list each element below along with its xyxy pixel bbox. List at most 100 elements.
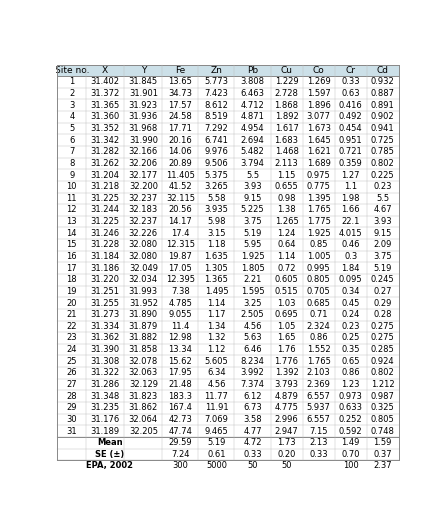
Text: SE (±): SE (±) [95,450,125,459]
Text: 0.225: 0.225 [371,170,395,179]
Text: 1.15: 1.15 [277,170,296,179]
Text: 10: 10 [66,182,77,191]
Text: 2.694: 2.694 [241,135,264,144]
Text: 5.605: 5.605 [205,357,228,366]
Text: 5.19: 5.19 [207,438,226,447]
Bar [57,379,399,390]
Bar [57,449,399,460]
Text: 2.369: 2.369 [307,380,331,389]
Text: 31: 31 [66,426,77,435]
Text: Pb: Pb [247,66,258,75]
Text: 6.12: 6.12 [243,392,262,401]
Bar [57,414,399,425]
Text: 100: 100 [343,461,359,470]
Text: 183.3: 183.3 [168,392,192,401]
Text: 29.59: 29.59 [169,438,192,447]
Text: 3.992: 3.992 [241,369,264,378]
Text: 13: 13 [66,217,77,226]
Text: 0.655: 0.655 [275,182,299,191]
Text: 50: 50 [247,461,258,470]
Text: 3: 3 [69,101,74,110]
Text: 31.923: 31.923 [129,101,158,110]
Text: 31.262: 31.262 [91,159,120,168]
Text: 1.868: 1.868 [275,101,299,110]
Text: 0.85: 0.85 [309,241,328,250]
Text: 5.95: 5.95 [243,241,262,250]
Text: 31.901: 31.901 [129,89,158,98]
Text: X: X [102,66,108,75]
Text: 1.683: 1.683 [275,135,299,144]
Bar [57,402,399,414]
Text: 32.206: 32.206 [129,159,158,168]
Text: 4.775: 4.775 [275,403,299,412]
Text: 4.712: 4.712 [241,101,264,110]
Text: 1.776: 1.776 [275,357,299,366]
Text: 8.234: 8.234 [241,357,264,366]
Text: 22: 22 [66,322,77,331]
Text: 31.882: 31.882 [129,333,158,342]
Text: 9.506: 9.506 [205,159,228,168]
Text: 18: 18 [66,275,77,284]
Text: 0.359: 0.359 [339,159,363,168]
Text: 32.129: 32.129 [129,380,158,389]
Text: 0.23: 0.23 [373,182,392,191]
Text: 4.954: 4.954 [241,124,264,133]
Text: 1.595: 1.595 [241,287,264,296]
Text: 3.58: 3.58 [243,415,262,424]
Text: 31.845: 31.845 [129,78,158,87]
Text: 12.98: 12.98 [169,333,192,342]
Text: 7.292: 7.292 [205,124,228,133]
Text: 32.205: 32.205 [129,426,158,435]
Text: 0.775: 0.775 [307,182,331,191]
Text: 5000: 5000 [206,461,227,470]
Text: 5.482: 5.482 [241,147,264,156]
Text: 0.64: 0.64 [277,241,296,250]
Text: 1.395: 1.395 [307,194,331,203]
Text: 8.612: 8.612 [205,101,228,110]
Text: 31.365: 31.365 [91,101,120,110]
Text: 0.095: 0.095 [339,275,363,284]
Text: 1.03: 1.03 [277,298,296,307]
Text: 17.05: 17.05 [169,264,192,272]
Text: 3.75: 3.75 [243,217,262,226]
Text: 0.34: 0.34 [341,287,360,296]
Text: 28: 28 [66,392,77,401]
Text: 6.46: 6.46 [243,345,262,354]
Text: 0.633: 0.633 [339,403,363,412]
Text: 31.402: 31.402 [91,78,120,87]
Text: 31.360: 31.360 [91,113,120,122]
Text: 5: 5 [69,124,74,133]
Text: 1.229: 1.229 [275,78,299,87]
Text: 5.19: 5.19 [243,229,262,238]
Text: 11.4: 11.4 [171,322,190,331]
Text: 0.902: 0.902 [371,113,395,122]
Bar [57,286,399,297]
Text: 1.12: 1.12 [207,345,226,354]
Text: 1.66: 1.66 [341,205,360,215]
Text: 7.24: 7.24 [171,450,190,459]
Text: Cd: Cd [377,66,389,75]
Text: 2.113: 2.113 [275,159,299,168]
Text: 19.87: 19.87 [169,252,192,261]
Text: 31.176: 31.176 [91,415,120,424]
Text: 0.24: 0.24 [341,310,360,319]
Text: 1.76: 1.76 [277,345,296,354]
Text: 12.395: 12.395 [166,275,195,284]
Text: 0.995: 0.995 [307,264,331,272]
Text: 12.315: 12.315 [166,241,195,250]
Bar [57,204,399,216]
Text: 11.405: 11.405 [166,170,195,179]
Text: 30: 30 [66,415,77,424]
Bar [57,251,399,262]
Text: 1.73: 1.73 [277,438,296,447]
Text: EPA, 2002: EPA, 2002 [86,461,134,470]
Text: 7: 7 [69,147,74,156]
Text: 0.252: 0.252 [339,415,363,424]
Text: 2.505: 2.505 [241,310,264,319]
Text: 0.685: 0.685 [307,298,331,307]
Text: 31.273: 31.273 [91,310,120,319]
Text: 15.62: 15.62 [169,357,192,366]
Text: 12: 12 [66,205,77,215]
Text: 31.990: 31.990 [129,135,158,144]
Text: 0.23: 0.23 [341,322,360,331]
